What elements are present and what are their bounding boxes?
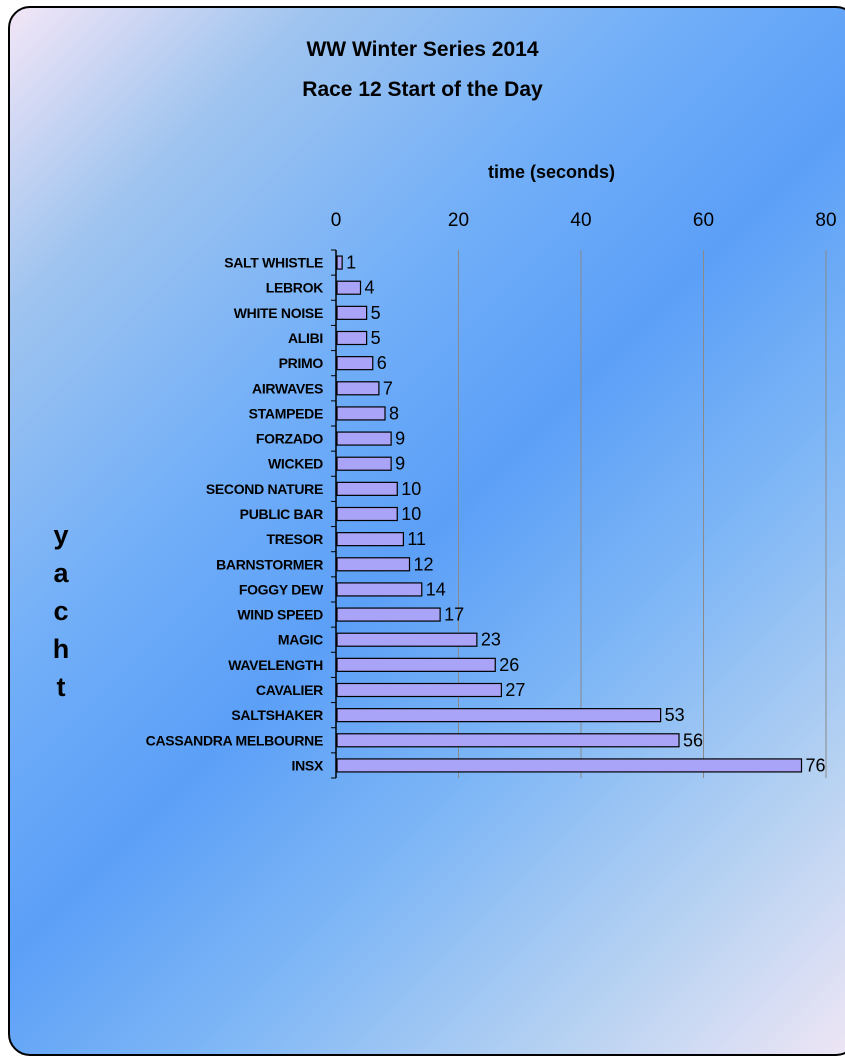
y-axis-label-letter-2: c: [53, 596, 69, 626]
value-label-7: 9: [395, 429, 405, 449]
bar-8: [336, 456, 392, 471]
y-axis-label-letter-3: h: [52, 634, 70, 664]
bar-10: [336, 506, 398, 522]
value-label-18: 53: [665, 705, 685, 725]
category-label-8: WICKED: [268, 456, 323, 472]
x-tick-label-1: 20: [448, 210, 469, 231]
bar-12: [336, 557, 411, 572]
bar-9: [336, 481, 398, 496]
bar-0: [336, 255, 343, 270]
value-label-9: 10: [401, 479, 421, 499]
value-label-4: 6: [377, 353, 387, 373]
x-tick-label-2: 40: [570, 210, 591, 231]
category-label-11: TRESOR: [266, 531, 323, 547]
category-label-16: WAVELENGTH: [228, 657, 323, 673]
chart-title-line-2: Race 12 Start of the Day: [302, 78, 543, 101]
bar-14: [336, 607, 441, 622]
bar-4: [336, 356, 374, 371]
value-label-17: 27: [505, 680, 525, 700]
bar-18: [336, 708, 662, 723]
category-label-6: STAMPEDE: [249, 405, 323, 421]
bar-2: [336, 305, 368, 320]
category-label-0: SALT WHISTLE: [224, 255, 323, 271]
value-label-14: 17: [444, 605, 464, 625]
bar-16: [336, 657, 496, 672]
value-label-5: 7: [383, 378, 393, 398]
category-label-2: WHITE NOISE: [234, 305, 323, 321]
category-label-9: SECOND NATURE: [206, 481, 323, 497]
bar-17: [336, 682, 502, 698]
category-label-13: FOGGY DEW: [239, 581, 324, 597]
value-label-3: 5: [371, 328, 381, 348]
value-label-13: 14: [426, 579, 446, 599]
category-label-14: WIND SPEED: [237, 607, 323, 623]
category-label-20: INSX: [292, 757, 324, 773]
y-axis-label-letter-1: a: [53, 558, 69, 588]
category-label-1: LEBROK: [266, 280, 324, 296]
category-label-12: BARNSTORMER: [216, 556, 323, 572]
value-label-20: 76: [806, 755, 826, 775]
y-axis-label-letter-0: y: [53, 520, 69, 550]
x-tick-label-4: 80: [815, 210, 836, 231]
value-label-0: 1: [346, 253, 356, 273]
category-label-19: CASSANDRA MELBOURNE: [146, 732, 323, 748]
bar-13: [336, 582, 423, 597]
category-label-3: ALIBI: [288, 330, 323, 346]
bar-1: [336, 280, 362, 295]
value-label-12: 12: [414, 554, 434, 574]
bar-5: [336, 381, 380, 396]
bar-15: [336, 632, 478, 647]
bar-19: [336, 733, 680, 748]
value-label-1: 4: [365, 278, 375, 298]
bar-3: [336, 330, 368, 346]
value-label-10: 10: [401, 504, 421, 524]
value-label-16: 26: [499, 655, 519, 675]
chart-frame: [8, 6, 845, 1056]
value-label-15: 23: [481, 630, 501, 650]
value-label-6: 8: [389, 403, 399, 423]
value-label-8: 9: [395, 454, 405, 474]
chart-title-line-1: WW Winter Series 2014: [306, 38, 539, 61]
bar-6: [336, 406, 386, 421]
value-label-11: 11: [407, 529, 426, 549]
category-label-15: MAGIC: [278, 632, 323, 648]
category-label-7: FORZADO: [256, 431, 324, 447]
value-label-19: 56: [683, 730, 703, 750]
y-axis-label-letter-4: t: [56, 672, 66, 702]
bar-7: [336, 431, 392, 446]
value-label-2: 5: [371, 303, 381, 323]
category-label-5: AIRWAVES: [252, 380, 323, 396]
bar-11: [336, 532, 404, 547]
category-label-10: PUBLIC BAR: [240, 506, 324, 522]
category-label-17: CAVALIER: [256, 682, 323, 698]
x-axis-label: time (seconds): [488, 162, 616, 182]
bar-20: [336, 758, 803, 773]
category-label-18: SALTSHAKER: [231, 707, 323, 723]
x-tick-label-0: 0: [331, 210, 342, 231]
category-label-4: PRIMO: [279, 355, 324, 371]
x-tick-label-3: 60: [693, 210, 714, 231]
